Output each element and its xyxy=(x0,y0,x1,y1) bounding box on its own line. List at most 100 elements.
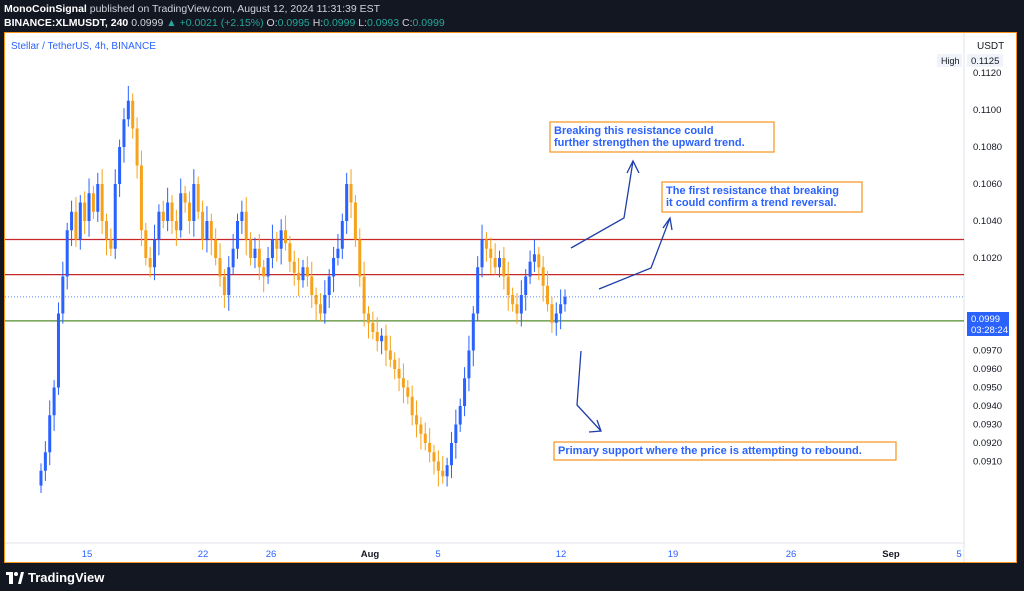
candle-body xyxy=(375,332,379,342)
x-tick-label: 26 xyxy=(266,549,277,560)
candle-body xyxy=(441,470,445,477)
candle-body xyxy=(56,313,60,388)
price-change: ▲ +0.0021 (+2.15%) xyxy=(166,17,264,29)
y-tick-label: 0.0940 xyxy=(973,401,1002,412)
candle-body xyxy=(454,424,458,443)
ohlc-c-key: C: xyxy=(402,17,413,29)
candle-body xyxy=(432,452,436,462)
candle-body xyxy=(519,295,523,314)
candle-body xyxy=(410,396,414,416)
candle-body xyxy=(288,243,292,262)
candle-body xyxy=(493,258,497,268)
annotation-box-a1[interactable] xyxy=(549,121,775,153)
candle-body xyxy=(511,295,515,305)
annotation-arrow[interactable] xyxy=(588,419,602,433)
candle-body xyxy=(314,295,318,305)
ohlc-l-val: 0.0993 xyxy=(367,17,400,29)
published-text: published on TradingView.com, August 12,… xyxy=(89,3,381,15)
annotation-arrow[interactable] xyxy=(576,350,602,432)
tradingview-logo-icon xyxy=(6,571,24,584)
candle-body xyxy=(449,443,453,466)
candle-body xyxy=(166,202,170,221)
candle-body xyxy=(170,202,174,221)
candle-body xyxy=(353,202,357,240)
y-tick-label: 0.0920 xyxy=(973,438,1002,449)
candle-body xyxy=(266,258,270,277)
symbol-label: BINANCE:XLMUSDT, 240 xyxy=(4,17,129,29)
ohlc-h-key: H: xyxy=(312,17,324,29)
candle-body xyxy=(275,239,279,249)
candle-body xyxy=(323,295,327,314)
candle-body xyxy=(406,387,410,397)
candle-body xyxy=(463,378,467,406)
candle-body xyxy=(371,322,375,332)
tradingview-brand: TradingView xyxy=(28,570,105,585)
candle-body xyxy=(218,258,222,277)
candle-body xyxy=(467,350,471,379)
chart-frame[interactable]: Stellar / TetherUS, 4h, BINANCE USDT Bre… xyxy=(4,32,1017,563)
candle-body xyxy=(506,276,510,295)
publisher-name[interactable]: MonoCoinSignal xyxy=(4,3,87,15)
annotation-box-a2[interactable] xyxy=(661,181,863,213)
candle-body xyxy=(39,470,43,486)
symbol-line: BINANCE:XLMUSDT, 240 0.0999 ▲ +0.0021 (+… xyxy=(4,17,445,29)
candle-body xyxy=(436,461,440,471)
candle-body xyxy=(498,258,501,268)
y-tick-label: 0.0970 xyxy=(973,346,1002,357)
candle-body xyxy=(458,406,462,425)
candle-body xyxy=(546,285,550,305)
candle-body xyxy=(559,304,563,314)
annotation-box-a3[interactable] xyxy=(553,441,897,461)
candle-body xyxy=(244,211,248,240)
annotation-text: further strengthen the upward trend. xyxy=(554,137,745,149)
candle-body xyxy=(384,335,388,351)
candle-body xyxy=(148,258,152,268)
candle-body xyxy=(279,230,283,249)
candle-body xyxy=(70,211,74,231)
candle-body xyxy=(340,221,344,249)
candle-body xyxy=(61,276,65,314)
candle-body xyxy=(423,433,427,443)
x-tick-label: 19 xyxy=(668,549,679,560)
ohlc-l-key: L: xyxy=(358,17,367,29)
y-tick-label: 0.0910 xyxy=(973,457,1002,468)
candle-body xyxy=(318,304,322,314)
candle-body xyxy=(52,387,56,416)
candle-body xyxy=(380,335,384,342)
candle-body xyxy=(524,276,528,295)
candle-body xyxy=(332,258,336,277)
candle-body xyxy=(480,239,484,268)
candle-body xyxy=(563,296,567,305)
candle-body xyxy=(554,313,558,323)
candle-body xyxy=(78,202,82,240)
candle-body xyxy=(187,202,191,221)
candle-body xyxy=(262,267,266,277)
price-chart[interactable]: Stellar / TetherUS, 4h, BINANCE USDT Bre… xyxy=(5,33,1016,562)
candle-body xyxy=(126,100,130,120)
candle-body xyxy=(415,415,419,425)
publish-line: MonoCoinSignal published on TradingView.… xyxy=(4,3,380,15)
annotation-arrow[interactable] xyxy=(662,216,673,231)
candle-body xyxy=(297,272,301,281)
y-tick-label: 0.0960 xyxy=(973,364,1002,375)
annotation-arrow[interactable] xyxy=(626,159,640,174)
candle-body xyxy=(105,221,108,240)
annotation-arrow[interactable] xyxy=(598,217,671,290)
candle-body xyxy=(428,443,432,453)
candle-body xyxy=(131,100,135,129)
candle-body xyxy=(249,239,253,258)
y-tick-label: 0.0950 xyxy=(973,383,1002,394)
annotation-arrow[interactable] xyxy=(570,160,634,249)
candle-body xyxy=(83,202,87,221)
tradingview-logo[interactable]: TradingView xyxy=(6,570,104,585)
candle-body xyxy=(179,193,183,231)
candle-body xyxy=(222,276,226,295)
candle-body xyxy=(484,239,488,249)
candle-body xyxy=(537,254,541,268)
candle-body xyxy=(327,276,331,295)
y-tick-label: 0.1040 xyxy=(973,216,1002,227)
candle-body xyxy=(113,184,117,249)
candle-body xyxy=(201,211,205,240)
candle-body xyxy=(397,369,401,379)
candle-body xyxy=(122,119,126,147)
